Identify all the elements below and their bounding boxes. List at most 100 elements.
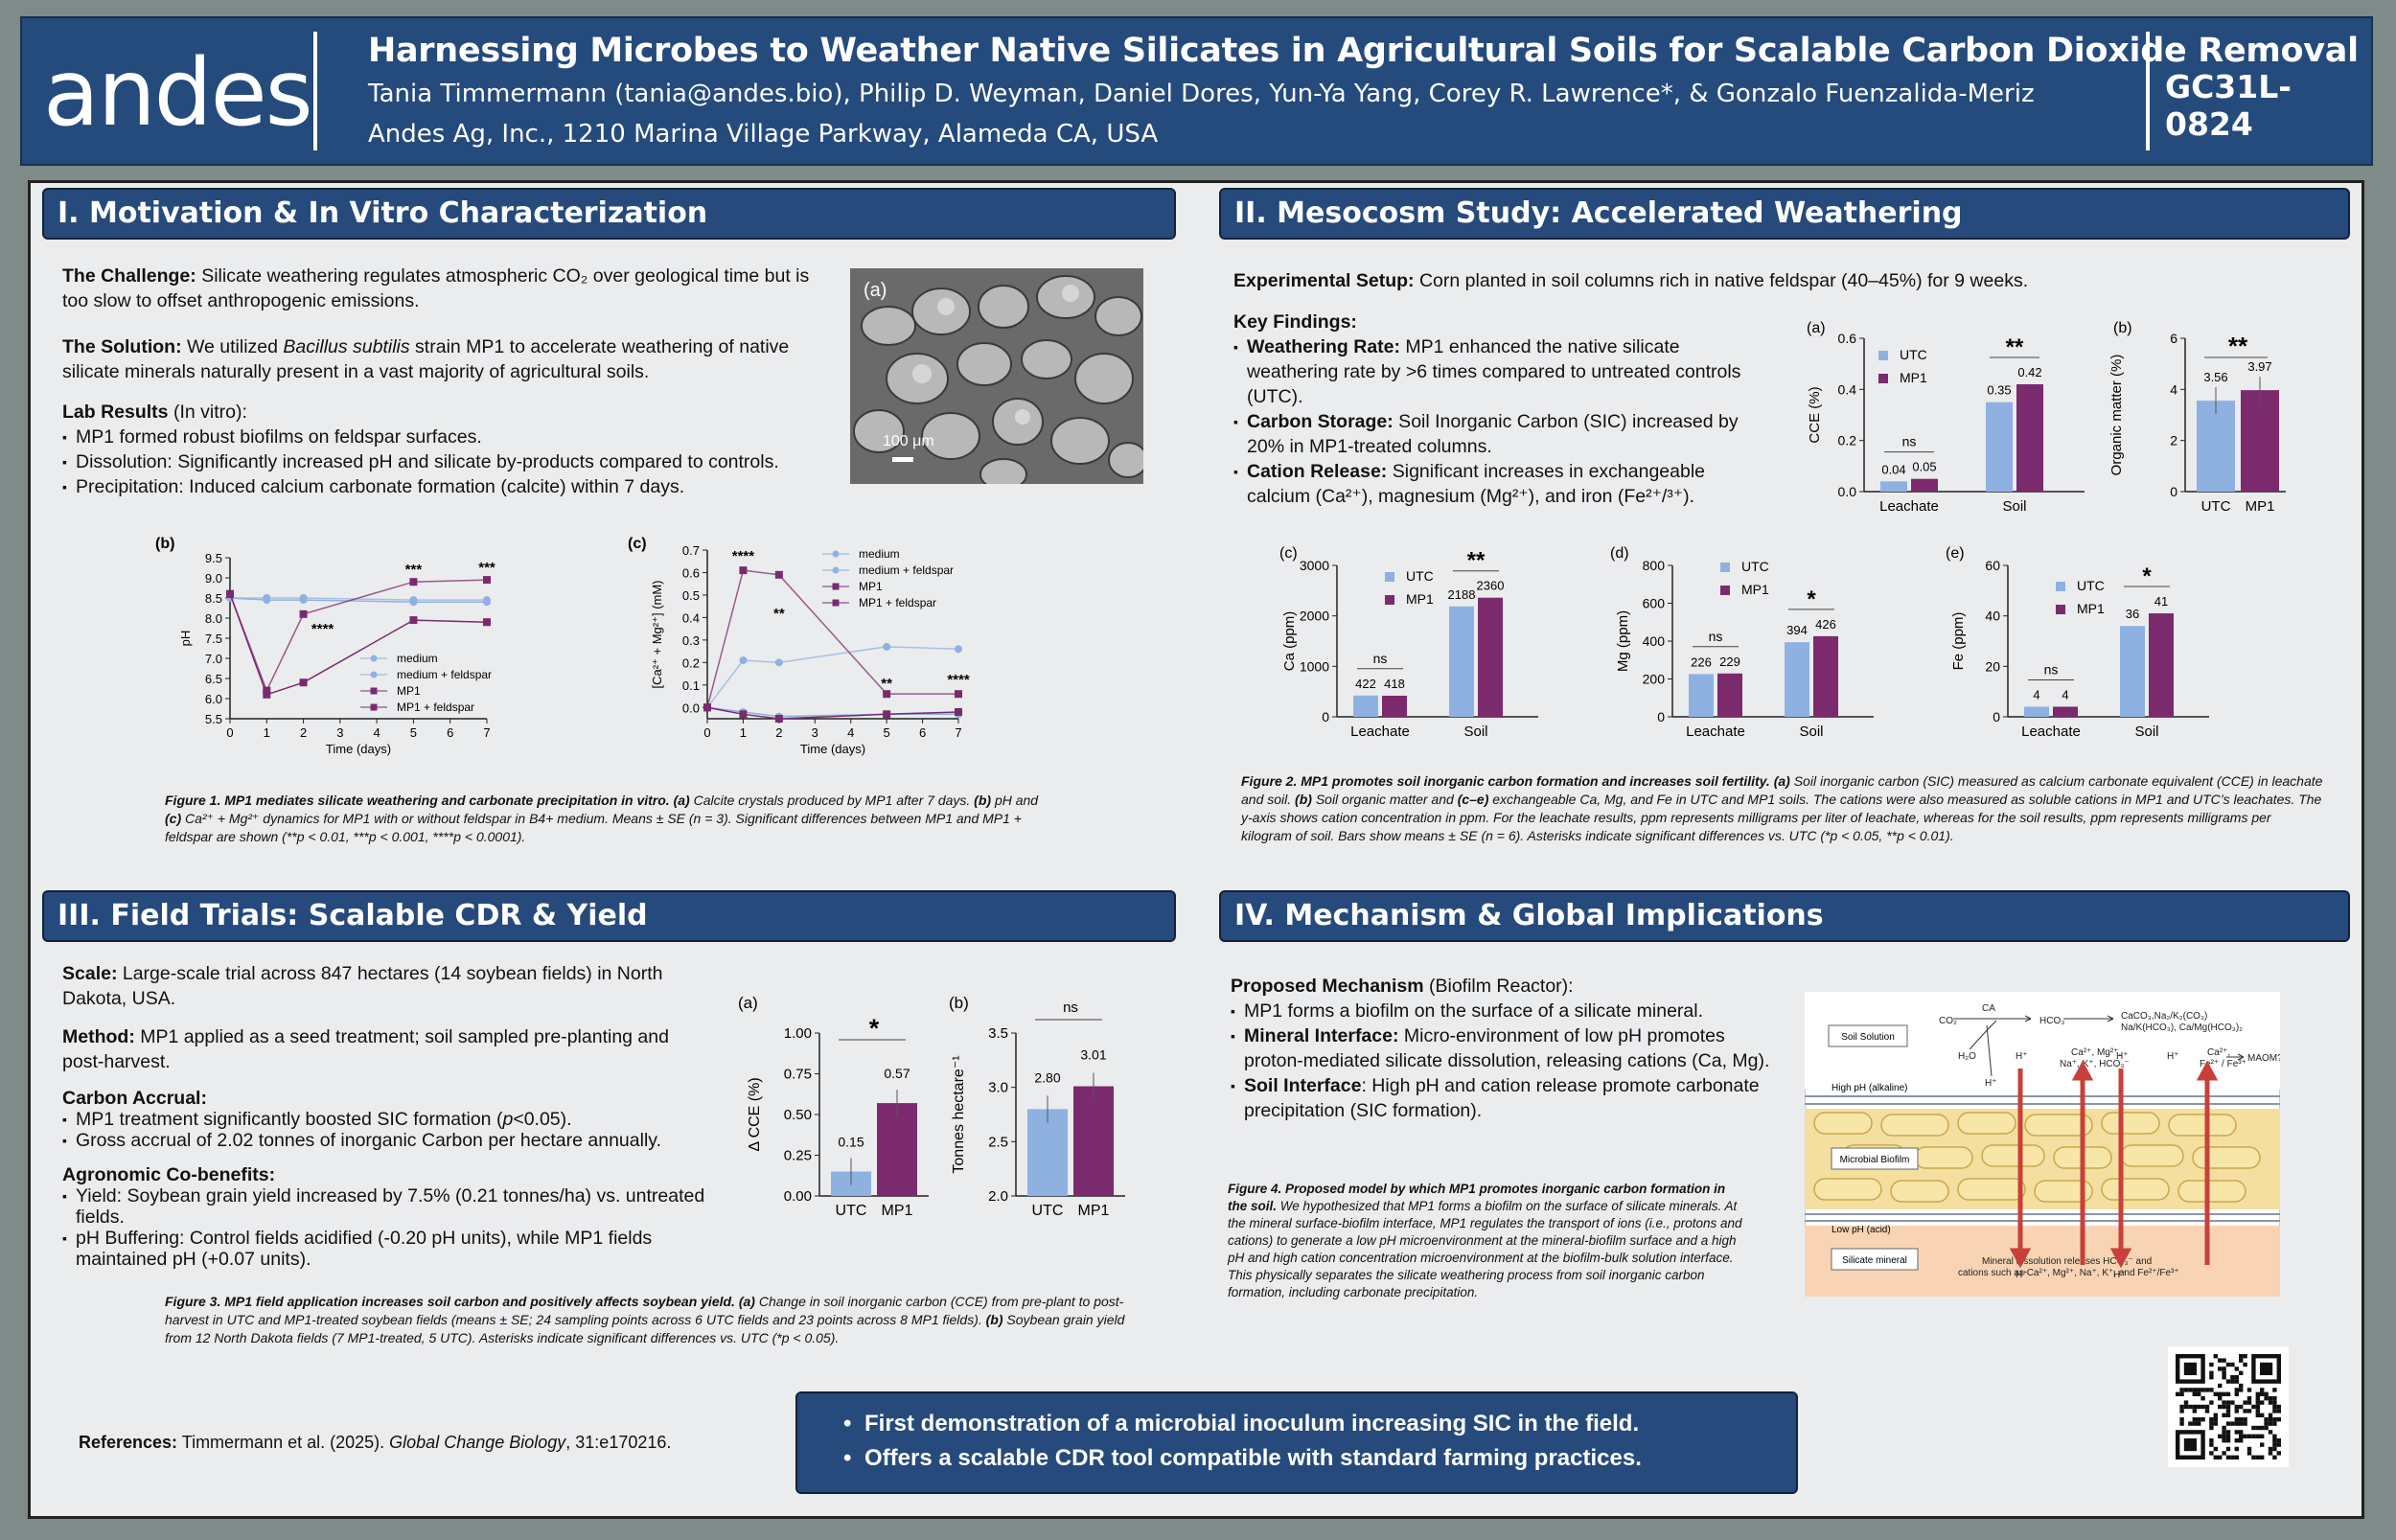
- legend-swatch: [1385, 572, 1394, 582]
- qr-module: [2260, 1442, 2265, 1447]
- qr-module: [2268, 1430, 2273, 1435]
- qr-module: [2260, 1425, 2265, 1431]
- qr-code[interactable]: [2168, 1346, 2289, 1467]
- y-tick-label: 0.0: [682, 701, 700, 715]
- svg-text:Na⁺, K⁺, HCO₃⁻: Na⁺, K⁺, HCO₃⁻: [2060, 1059, 2130, 1069]
- qr-module: [2197, 1404, 2201, 1410]
- y-tick-label: 600: [1643, 596, 1666, 611]
- qr-module: [2264, 1391, 2269, 1396]
- qr-module: [2246, 1409, 2252, 1414]
- y-tick-label: 20: [1985, 658, 2000, 674]
- panel-label: (c): [1279, 545, 1298, 562]
- x-axis-label: Time (days): [800, 742, 865, 756]
- qr-module: [2243, 1421, 2247, 1426]
- qr-module: [2209, 1451, 2214, 1456]
- qr-module: [2239, 1430, 2244, 1435]
- data-point: [409, 616, 418, 625]
- qr-module: [2268, 1421, 2273, 1426]
- data-point: [739, 655, 748, 664]
- chart-fig3a: (a) Δ CCE (%) 0.00 0.25 0.50 0.75 1.00 0.15 UTC 0…: [738, 994, 929, 1219]
- legend-swatch: [1720, 563, 1730, 572]
- panel-label: (c): [628, 536, 647, 552]
- y-tick-label: 7.0: [205, 652, 222, 666]
- y-axis-label: Organic matter (%): [2108, 355, 2125, 476]
- qr-module: [2192, 1417, 2197, 1422]
- qr-module: [2209, 1438, 2214, 1443]
- qr-module: [2209, 1388, 2214, 1392]
- data-point: [883, 690, 891, 699]
- qr-module: [2264, 1421, 2269, 1426]
- qr-module: [2192, 1409, 2197, 1414]
- list-item: Weathering Rate: MP1 enhanced the native…: [1233, 334, 1741, 409]
- figure-1-caption: Figure 1. MP1 mediates silicate weatheri…: [165, 793, 1039, 844]
- x-tick-label: 5: [884, 725, 890, 740]
- svg-text:cations such as Ca²⁺, Mg²⁺, Na: cations such as Ca²⁺, Mg²⁺, Na⁺, K⁺, and…: [1958, 1268, 2179, 1278]
- y-tick-label: 0.5: [682, 588, 700, 603]
- bar: [1785, 642, 1809, 717]
- qr-module: [2200, 1417, 2205, 1422]
- qr-module: [2239, 1358, 2244, 1363]
- qr-module: [2268, 1400, 2273, 1405]
- legend-label: UTC: [1406, 568, 1434, 584]
- chart-fig1c: (c) [Ca²⁺ + Mg²⁺] (mM) 0.0 0.1 0.2 0.3 0.4 0.5 0…: [628, 536, 970, 756]
- qr-module: [2272, 1434, 2277, 1438]
- qr-module: [2179, 1391, 2184, 1396]
- qr-module: [2204, 1409, 2210, 1414]
- qr-module: [2209, 1442, 2214, 1447]
- qr-module: [2230, 1400, 2235, 1405]
- y-tick-label: 0: [1657, 709, 1665, 724]
- qr-module: [2260, 1434, 2265, 1438]
- bar: [1353, 695, 1378, 717]
- qr-module: [2243, 1434, 2247, 1438]
- y-tick-label: 0.75: [784, 1067, 812, 1083]
- svg-text:MAOM?: MAOM?: [2247, 1053, 2280, 1064]
- list-item: MP1 forms a biofilm on the surface of a …: [1231, 999, 1777, 1023]
- legend-label: medium: [397, 652, 438, 665]
- qr-module: [2255, 1404, 2260, 1410]
- x-tick-label: 4: [374, 725, 380, 740]
- qr-module: [2179, 1421, 2184, 1426]
- section-4-header: IV. Mechanism & Global Implications: [1219, 890, 2350, 942]
- data-label: 2360: [1477, 579, 1505, 593]
- qr-module: [2222, 1425, 2226, 1431]
- qr-module: [2225, 1434, 2231, 1438]
- qr-module: [2225, 1400, 2231, 1405]
- qr-module: [2222, 1434, 2226, 1438]
- x-tick-label: 7: [955, 725, 961, 740]
- significance-label: ns: [2044, 661, 2059, 677]
- series-line: [706, 646, 959, 708]
- bar: [1449, 606, 1474, 717]
- qr-module: [2239, 1421, 2244, 1426]
- qr-module: [2255, 1400, 2260, 1405]
- data-label: 426: [1815, 617, 1836, 632]
- qr-module: [2218, 1434, 2223, 1438]
- image-panel-label: (a): [864, 280, 887, 301]
- takeaway-item: Offers a scalable CDR tool compatible wi…: [843, 1441, 1796, 1476]
- qr-module: [2234, 1430, 2239, 1435]
- legend-label: medium + feldspar: [859, 563, 954, 577]
- qr-module: [2230, 1379, 2235, 1384]
- qr-module: [2222, 1451, 2226, 1456]
- data-label: 3.97: [2247, 359, 2271, 374]
- qr-module: [2276, 1404, 2281, 1410]
- svg-text:CA: CA: [1982, 1003, 1995, 1014]
- x-tick-label: 5: [410, 725, 417, 740]
- x-axis-label: Time (days): [326, 742, 391, 756]
- qr-module: [2260, 1400, 2265, 1405]
- qr-module: [2225, 1438, 2231, 1443]
- qr-module: [2222, 1367, 2226, 1371]
- list-item: Mineral Interface: Micro-environment of …: [1231, 1023, 1777, 1073]
- legend-label: medium: [859, 547, 900, 561]
- legend-label: MP1: [397, 684, 421, 698]
- y-axis-label: [Ca²⁺ + Mg²⁺] (mM): [650, 580, 664, 688]
- x-tick-label: 1: [264, 725, 270, 740]
- qr-module: [2179, 1417, 2184, 1422]
- data-label: 394: [1786, 623, 1808, 637]
- svg-text:Mineral dissolution releases H: Mineral dissolution releases HCO₃⁻ and: [1982, 1256, 2152, 1267]
- qr-module: [2192, 1404, 2197, 1410]
- qr-module: [2218, 1396, 2223, 1401]
- mechanism-text: Proposed Mechanism (Biofilm Reactor): MP…: [1231, 974, 1777, 1123]
- data-point: [955, 645, 962, 654]
- data-label: 0.15: [838, 1135, 864, 1150]
- y-tick-label: 0.25: [784, 1148, 812, 1164]
